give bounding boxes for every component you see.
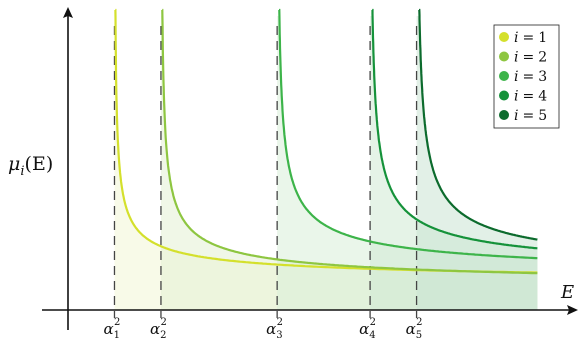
y-axis-label: μi(E) [8, 153, 53, 179]
legend-item-3: i = 3 [499, 69, 547, 85]
legend-label: i = 5 [514, 108, 547, 124]
legend-item-5: i = 5 [499, 108, 547, 124]
axes [42, 7, 578, 330]
shaded-regions [114, 16, 538, 310]
alpha-tick-label-4: α42 [359, 317, 376, 341]
legend-marker-icon [499, 110, 509, 120]
shaded-region-4 [370, 16, 538, 310]
alpha-tick-label-2: α22 [150, 317, 167, 341]
shaded-region-3 [277, 16, 538, 310]
legend-item-1: i = 1 [499, 30, 547, 46]
shaded-region-5 [416, 16, 538, 310]
legend: i = 1 i = 2 i = 3 i = 4 i = 5 [493, 24, 560, 129]
legend-item-4: i = 4 [499, 89, 547, 105]
curve-series-5 [418, 8, 538, 241]
legend-label: i = 3 [514, 69, 547, 85]
legend-label: i = 2 [514, 50, 547, 66]
x-axis-label: E [560, 282, 574, 303]
legend-marker-icon [499, 71, 509, 81]
svg-text:μi(E): μi(E) [8, 153, 53, 179]
alpha-tick-label-3: α32 [266, 317, 283, 341]
alpha-tick-labels: α12 α22 α32 α42 α52 [103, 317, 422, 341]
curve-series-3 [278, 8, 538, 260]
curve-series-4 [371, 8, 538, 250]
alpha-tick-label-1: α12 [103, 317, 120, 341]
legend-label: i = 4 [514, 89, 547, 105]
alpha-tick-label-5: α52 [406, 317, 423, 341]
legend-marker-icon [499, 32, 509, 42]
legend-item-2: i = 2 [499, 50, 547, 66]
legend-marker-icon [499, 51, 509, 62]
y-axis-arrow-icon [63, 7, 73, 18]
legend-label: i = 1 [514, 30, 547, 46]
x-axis-arrow-icon [567, 305, 578, 315]
curve-series-2 [161, 8, 538, 275]
legend-items: i = 1 i = 2 i = 3 i = 4 i = 5 [499, 30, 547, 124]
legend-marker-icon [499, 90, 509, 101]
mu-curves [114, 8, 538, 275]
